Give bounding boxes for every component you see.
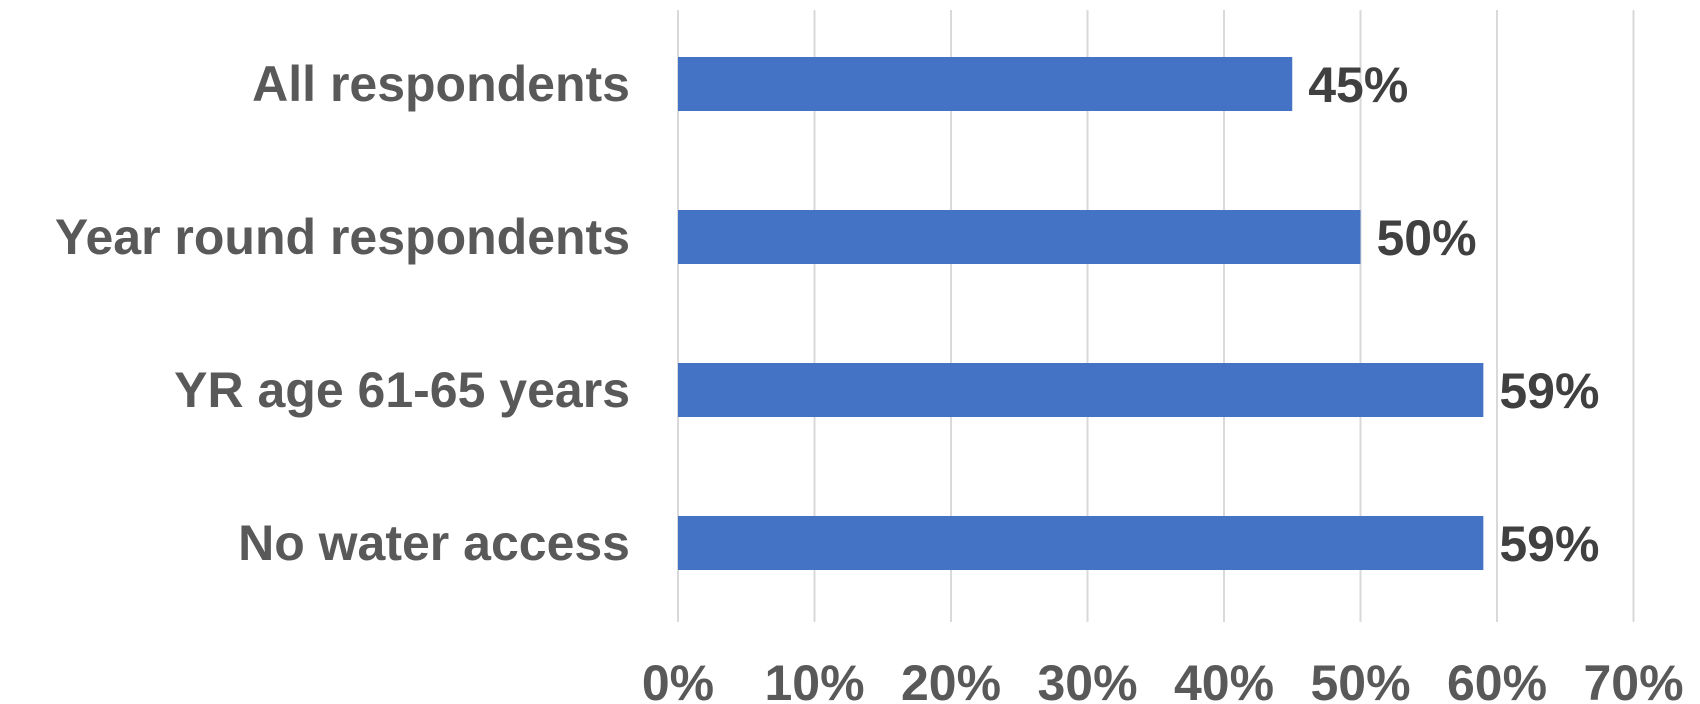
bar	[678, 363, 1484, 417]
bars	[678, 57, 1484, 570]
data-label: 50%	[1377, 210, 1477, 266]
bar	[678, 210, 1361, 264]
category-label: Year round respondents	[55, 209, 630, 265]
x-tick-label: 10%	[764, 655, 864, 704]
x-tick-label: 0%	[642, 655, 714, 704]
x-tick-label: 70%	[1583, 655, 1683, 704]
category-label: No water access	[238, 515, 630, 571]
category-label: All respondents	[252, 56, 630, 112]
gridlines	[677, 10, 1635, 622]
x-tick-label: 30%	[1037, 655, 1137, 704]
category-label: YR age 61-65 years	[174, 362, 630, 418]
bar	[678, 516, 1484, 570]
data-labels: 45% 50% 59% 59%	[1308, 57, 1599, 572]
x-tick-label: 20%	[901, 655, 1001, 704]
data-label: 59%	[1499, 516, 1599, 572]
x-tick-label: 40%	[1174, 655, 1274, 704]
x-tick-label: 50%	[1310, 655, 1410, 704]
x-tick-label: 60%	[1447, 655, 1547, 704]
data-label: 45%	[1308, 57, 1408, 113]
category-labels: All respondents Year round respondents YR …	[55, 56, 630, 571]
bar	[678, 57, 1293, 111]
x-axis-tick-labels: 0% 10% 20% 30% 40% 50% 60% 70%	[642, 655, 1684, 704]
data-label: 59%	[1499, 363, 1599, 419]
